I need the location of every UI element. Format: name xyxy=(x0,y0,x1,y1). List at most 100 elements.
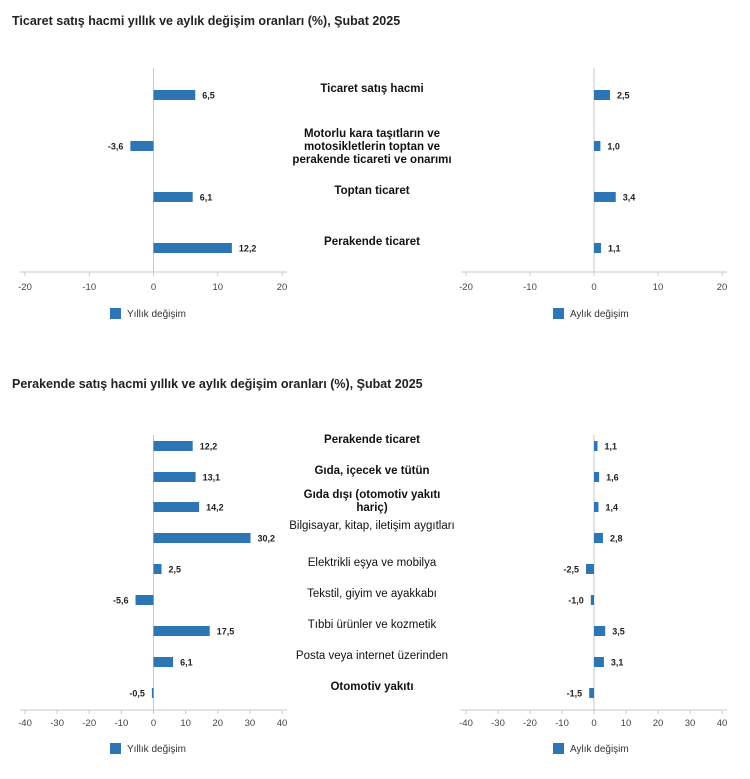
c1-yearly-tick-label: 10 xyxy=(180,718,191,729)
c1-monthly-bar xyxy=(594,472,600,482)
c1-yearly-bar xyxy=(153,657,174,667)
c0-monthly-data-label: 2,5 xyxy=(617,91,630,101)
c1-yearly-data-label: 30,2 xyxy=(258,534,276,544)
c1-category-label: Tıbbi ürünler ve kozmetik xyxy=(307,619,437,631)
c0-yearly-tick-label: 20 xyxy=(277,282,288,293)
c1-monthly-data-label: -1,5 xyxy=(567,689,583,699)
c1-monthly-tick-label: -20 xyxy=(523,718,537,729)
c0-yearly-tick-label: -20 xyxy=(18,282,32,293)
c0-category-label: Ticaret satış hacmi xyxy=(320,83,424,95)
c0-yearly-tick-label: -10 xyxy=(82,282,96,293)
c0-monthly-tick-label: 20 xyxy=(717,282,728,293)
c0-category-label: Motorlu kara taşıtların ve motosikletler… xyxy=(292,128,452,166)
chart-title-trade: Ticaret satış hacmi yıllık ve aylık deği… xyxy=(12,14,401,28)
c1-monthly-data-label: -1,0 xyxy=(568,596,584,606)
c1-yearly-bar xyxy=(153,564,162,574)
c1-yearly-tick-label: -20 xyxy=(82,718,96,729)
c0-yearly-bar xyxy=(153,90,196,100)
c1-yearly-tick-label: -10 xyxy=(115,718,129,729)
c1-yearly-legend-swatch xyxy=(110,743,121,754)
c1-category-label: Otomotiv yakıtı xyxy=(330,681,414,693)
c0-category-label: Perakende ticaret xyxy=(324,236,420,248)
c1-category-label: Gıda, içecek ve tütün xyxy=(314,465,430,477)
c1-monthly-data-label: 3,5 xyxy=(612,627,625,637)
c0-yearly-data-label: 6,5 xyxy=(202,91,215,101)
c1-yearly-bar xyxy=(153,502,200,512)
c1-yearly-bar xyxy=(153,626,210,636)
c1-monthly-legend-label: Aylık değişim xyxy=(570,744,629,755)
chart-title-retail: Perakende satış hacmi yıllık ve aylık de… xyxy=(12,377,423,391)
c1-category-label: Posta veya internet üzerinden xyxy=(295,650,449,662)
c0-yearly-tick-label: 0 xyxy=(151,282,156,293)
c1-monthly-bar xyxy=(594,626,606,636)
c1-yearly-bar xyxy=(153,472,196,482)
c1-monthly-bar xyxy=(594,533,603,543)
c1-category-label: Gıda dışı (otomotiv yakıtı hariç) xyxy=(303,489,441,514)
c1-monthly-bar xyxy=(590,595,594,605)
c0-yearly-legend-label: Yıllık değişim xyxy=(127,309,186,320)
c0-yearly-tick-label: 10 xyxy=(212,282,223,293)
c1-monthly-bar xyxy=(594,657,604,667)
c0-monthly-data-label: 3,4 xyxy=(623,193,636,203)
c0-category-label: Toptan ticaret xyxy=(334,185,410,197)
c1-monthly-tick-label: 10 xyxy=(621,718,632,729)
c1-yearly-legend-label: Yıllık değişim xyxy=(127,744,186,755)
c1-monthly-data-label: -2,5 xyxy=(563,565,579,575)
c0-yearly-bar xyxy=(153,192,193,202)
c1-yearly-tick-label: 30 xyxy=(245,718,256,729)
c1-monthly-data-label: 1,6 xyxy=(606,473,619,483)
c1-category-label: Tekstil, giyim ve ayakkabı xyxy=(307,588,437,600)
c0-yearly-data-label: 12,2 xyxy=(239,244,257,254)
c1-monthly-tick-label: 40 xyxy=(717,718,728,729)
c0-monthly-data-label: 1,1 xyxy=(608,244,621,254)
c1-category-label: Perakende ticaret xyxy=(324,434,420,446)
c1-monthly-tick-label: 20 xyxy=(653,718,664,729)
c0-monthly-bar xyxy=(594,192,616,202)
c1-yearly-bar xyxy=(135,595,154,605)
c1-monthly-tick-label: -40 xyxy=(459,718,473,729)
c1-monthly-tick-label: 0 xyxy=(591,718,596,729)
c1-monthly-tick-label: -30 xyxy=(491,718,505,729)
c1-yearly-data-label: 2,5 xyxy=(169,565,182,575)
c0-monthly-tick-label: 10 xyxy=(653,282,664,293)
c0-yearly-legend-swatch xyxy=(110,308,121,319)
c1-yearly-bar xyxy=(151,688,154,698)
c1-yearly-data-label: 13,1 xyxy=(203,473,221,483)
c0-monthly-bar xyxy=(594,141,601,151)
c0-monthly-tick-label: -10 xyxy=(523,282,537,293)
c1-monthly-bar xyxy=(594,502,599,512)
c1-yearly-tick-label: -40 xyxy=(18,718,32,729)
c1-yearly-tick-label: -30 xyxy=(50,718,64,729)
c0-monthly-bar xyxy=(594,243,602,253)
c0-yearly-bar xyxy=(153,243,232,253)
c1-yearly-tick-label: 20 xyxy=(212,718,223,729)
c1-monthly-data-label: 1,1 xyxy=(605,442,618,452)
c1-yearly-data-label: 6,1 xyxy=(180,658,193,668)
c1-yearly-tick-label: 40 xyxy=(277,718,288,729)
c0-monthly-bar xyxy=(594,90,610,100)
c1-monthly-tick-label: -10 xyxy=(555,718,569,729)
c1-monthly-data-label: 1,4 xyxy=(605,503,618,513)
c1-monthly-tick-label: 30 xyxy=(685,718,696,729)
c1-yearly-data-label: 17,5 xyxy=(217,627,235,637)
c1-yearly-data-label: -5,6 xyxy=(113,596,129,606)
c0-monthly-tick-label: 0 xyxy=(591,282,596,293)
c0-yearly-data-label: -3,6 xyxy=(108,142,124,152)
c1-category-label: Bilgisayar, kitap, iletişim aygıtları xyxy=(289,520,455,532)
c1-monthly-bar xyxy=(594,441,598,451)
c1-monthly-data-label: 2,8 xyxy=(610,534,623,544)
c1-yearly-tick-label: 0 xyxy=(151,718,156,729)
c0-yearly-bar xyxy=(130,141,154,151)
c0-monthly-legend-label: Aylık değişim xyxy=(570,309,629,320)
c1-yearly-data-label: -0,5 xyxy=(129,689,145,699)
c1-monthly-data-label: 3,1 xyxy=(611,658,624,668)
c1-yearly-bar xyxy=(153,533,251,543)
c1-category-label: Elektrikli eşya ve mobilya xyxy=(307,557,437,569)
c1-yearly-bar xyxy=(153,441,193,451)
c1-monthly-bar xyxy=(586,564,594,574)
c1-monthly-legend-swatch xyxy=(553,743,564,754)
c0-monthly-legend-swatch xyxy=(553,308,564,319)
c1-yearly-data-label: 14,2 xyxy=(206,503,224,513)
c0-monthly-data-label: 1,0 xyxy=(607,142,620,152)
